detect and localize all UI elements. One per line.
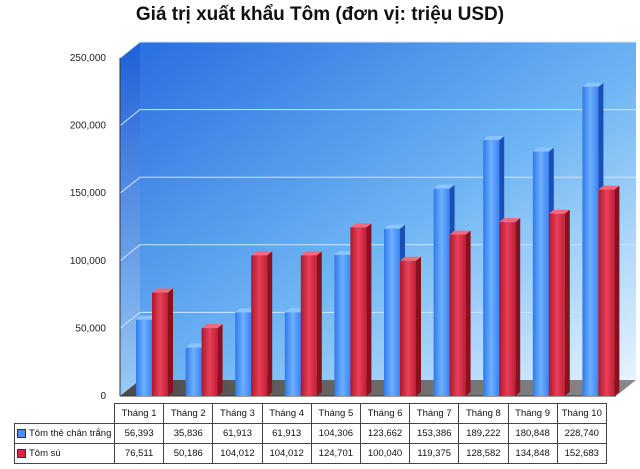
- data-label: 104,012: [212, 443, 263, 464]
- side-wall: [120, 42, 140, 396]
- data-label: 50,186: [163, 443, 214, 464]
- data-label: 76,511: [113, 443, 165, 464]
- bar-s2-c2: [201, 324, 223, 396]
- bar-s2-c6: [400, 256, 421, 396]
- category-row: Tháng 1 Tháng 2 Tháng 3 Tháng 4 Tháng 5 Tháng…: [14, 403, 607, 424]
- legend-swatch-1: [17, 428, 26, 438]
- legend-label-2: Tôm sú: [29, 448, 61, 459]
- data-label: 189,222: [458, 423, 509, 444]
- series-row-2: Tôm sú 76,511 50,186 104,012 104,012 124,701…: [14, 443, 607, 464]
- y-tick-label: 200,000: [70, 121, 107, 132]
- table-corner: [14, 403, 115, 424]
- category-label: Tháng 10: [556, 403, 607, 424]
- data-label: 153,386: [409, 423, 460, 444]
- data-label: 61,913: [212, 423, 263, 444]
- data-label: 61,913: [261, 423, 312, 444]
- series-row-1: Tôm thẻ chân trắng 56,393 35,836 61,913 61,…: [14, 423, 607, 444]
- category-label: Tháng 5: [310, 403, 361, 424]
- gridline: [119, 244, 636, 262]
- data-label: 35,836: [163, 423, 214, 444]
- bar-s2-c4: [300, 251, 322, 396]
- legend-label-1: Tôm thẻ chân trắng: [29, 428, 112, 439]
- data-label: 104,012: [261, 443, 312, 464]
- bar-s2-c5: [350, 223, 372, 396]
- bars: [136, 82, 620, 396]
- data-label: 228,740: [556, 423, 607, 444]
- legend-swatch-2: [17, 448, 26, 458]
- chart-title: Giá trị xuất khẩu Tôm (đơn vị: triệu USD…: [135, 4, 505, 25]
- data-label: 56,393: [113, 423, 165, 444]
- data-label: 124,701: [310, 443, 361, 464]
- category-label: Tháng 8: [458, 403, 509, 424]
- y-tick-label: 150,000: [70, 188, 107, 199]
- bar-s2-c10: [598, 185, 620, 396]
- legend-entry-2: Tôm sú: [14, 443, 115, 464]
- data-label: 134,848: [507, 443, 558, 464]
- category-label: Tháng 3: [212, 403, 263, 424]
- bar-s2-c7: [449, 230, 471, 396]
- bar-s2-c8: [499, 218, 521, 396]
- y-tick-labels: 0 50,000 100,000 150,000 200,000 250,000: [70, 53, 107, 402]
- legend-entry-1: Tôm thẻ chân trắng: [14, 423, 115, 444]
- data-label: 152,683: [556, 443, 607, 464]
- bar-s2-c3: [251, 251, 273, 396]
- category-label: Tháng 4: [261, 403, 312, 424]
- gridlines: [119, 41, 636, 329]
- y-tick-label: 250,000: [70, 53, 107, 64]
- category-label: Tháng 7: [409, 403, 460, 424]
- y-tick-label: 50,000: [75, 323, 106, 334]
- data-label: 180,848: [507, 423, 558, 444]
- category-label: Tháng 1: [113, 403, 165, 424]
- bar-s2-c9: [548, 209, 570, 396]
- bar-chart: 0 50,000 100,000 150,000 200,000 250,000: [70, 41, 636, 402]
- gridline: [119, 311, 636, 329]
- gridline: [119, 41, 636, 59]
- gridline: [119, 176, 636, 194]
- y-tick-label: 100,000: [70, 256, 107, 267]
- category-label: Tháng 6: [359, 403, 411, 424]
- category-label: Tháng 2: [163, 403, 214, 424]
- y-tick-label: 0: [100, 391, 106, 402]
- category-label: Tháng 9: [507, 403, 558, 424]
- bar-s2-c1: [152, 288, 173, 396]
- data-label: 104,306: [310, 423, 361, 444]
- data-table: Tháng 1 Tháng 2 Tháng 3 Tháng 4 Tháng 5 Tháng…: [14, 403, 607, 464]
- gridline: [119, 109, 636, 126]
- data-label: 128,582: [458, 443, 509, 464]
- data-label: 100,040: [359, 443, 411, 464]
- data-label: 123,662: [359, 423, 411, 444]
- data-label: 119,375: [409, 443, 460, 464]
